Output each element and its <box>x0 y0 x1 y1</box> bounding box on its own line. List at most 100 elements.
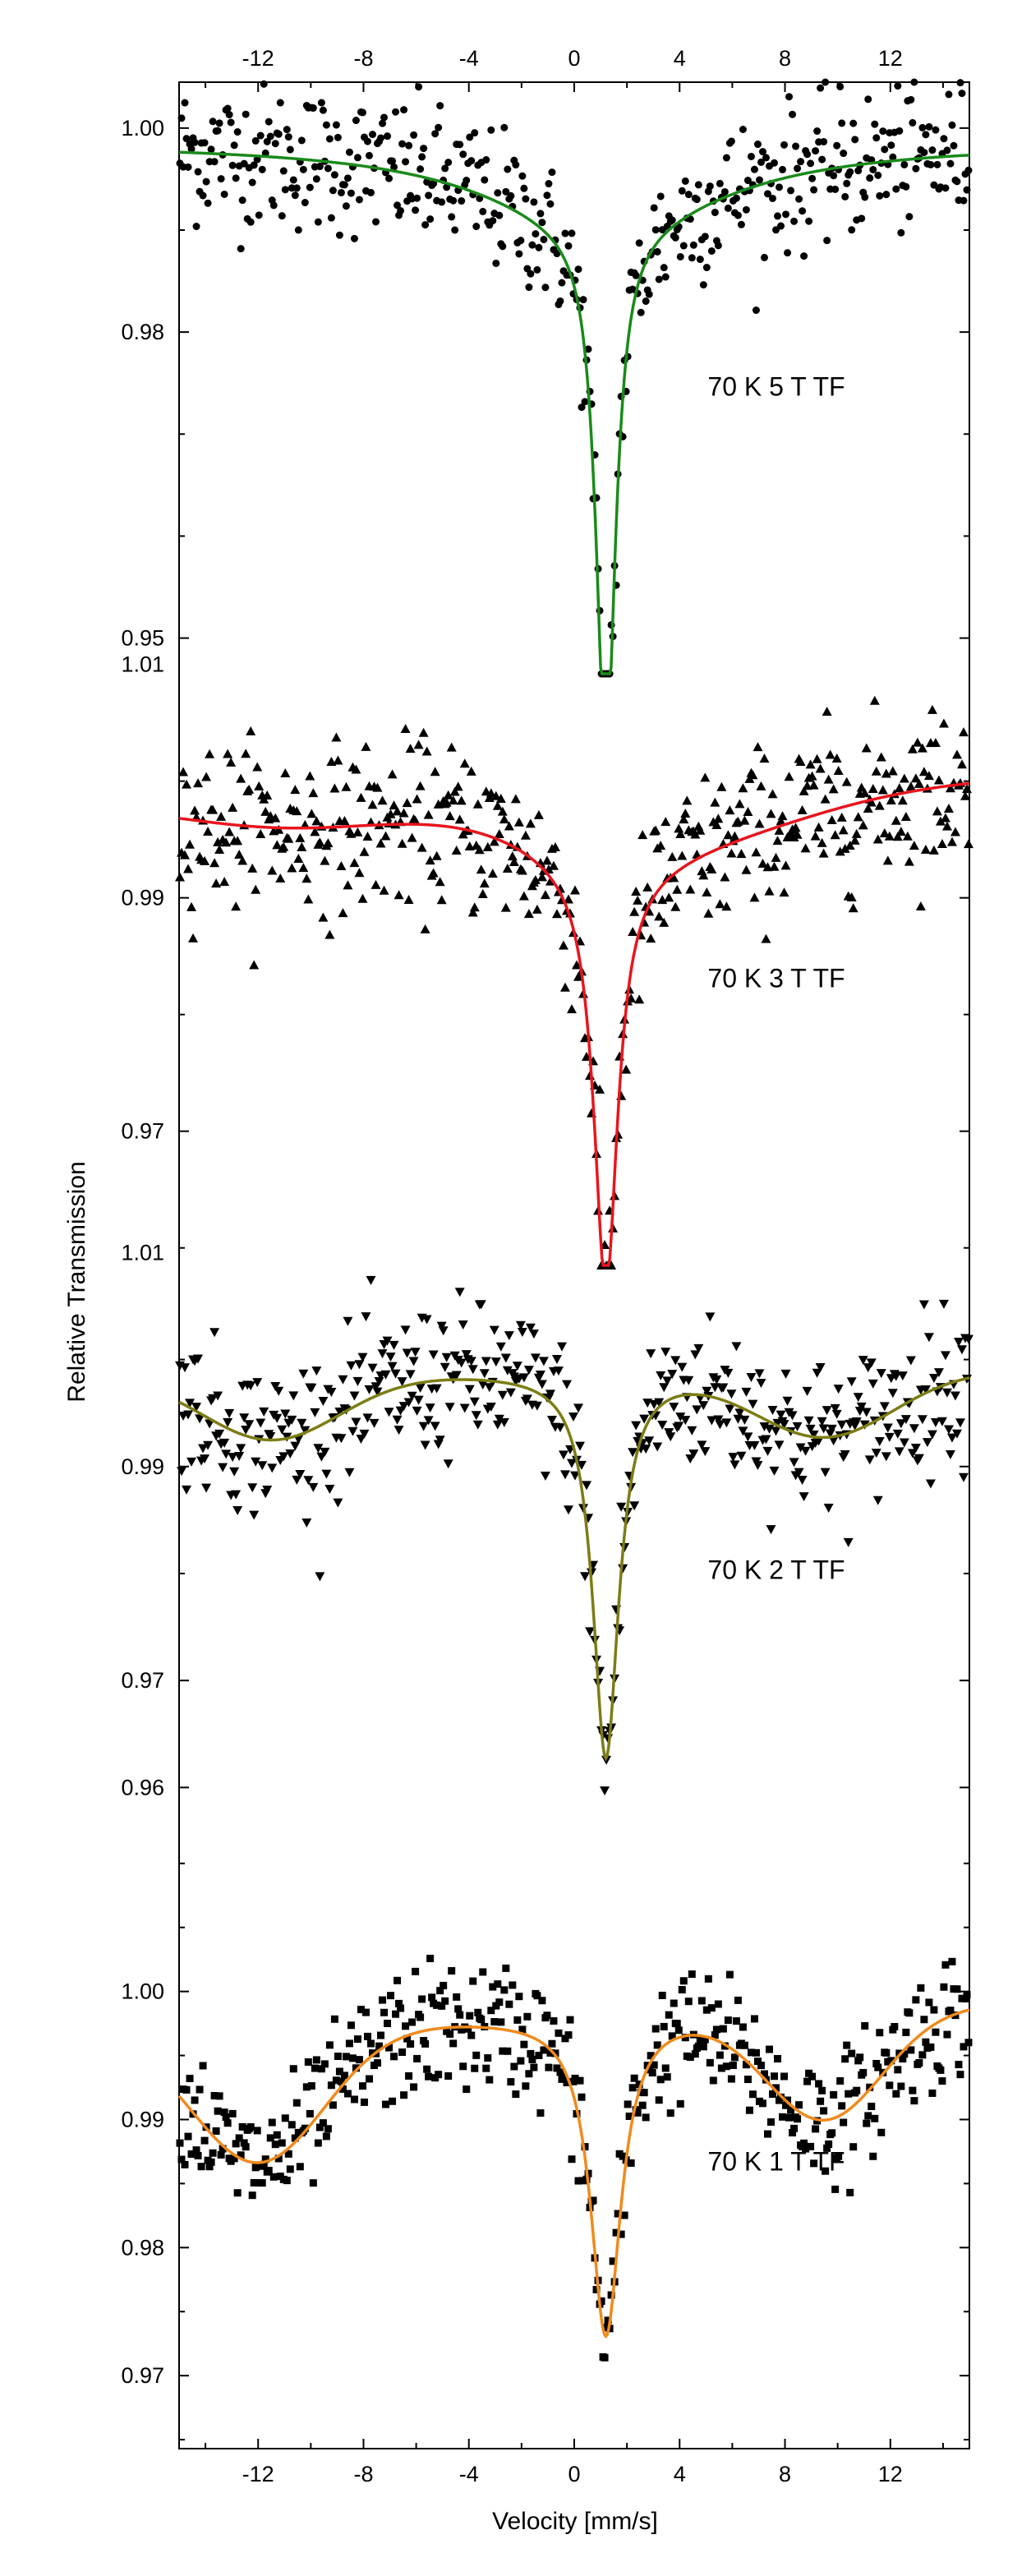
data-point <box>805 217 813 225</box>
data-point <box>543 2011 551 2020</box>
data-point <box>800 252 808 260</box>
data-point <box>219 1438 230 1448</box>
data-point <box>771 159 779 167</box>
data-point <box>940 813 950 823</box>
panel-2: 1.01 0.99 0.97 70 K 3 T TF <box>121 652 973 1270</box>
data-point <box>402 1348 412 1358</box>
data-point <box>213 836 223 846</box>
data-point <box>866 1358 877 1368</box>
data-point <box>963 839 973 849</box>
data-point <box>691 2050 699 2058</box>
data-point <box>371 218 380 226</box>
data-point <box>771 2072 779 2081</box>
data-point <box>843 179 851 187</box>
data-point <box>760 2070 768 2078</box>
data-point <box>223 1417 233 1427</box>
data-point <box>231 1490 242 1500</box>
data-point <box>184 163 192 171</box>
data-point <box>920 149 928 157</box>
data-point <box>196 2085 204 2094</box>
data-point <box>698 870 709 880</box>
data-point <box>606 1260 617 1270</box>
data-point <box>833 766 844 776</box>
data-point <box>780 860 791 870</box>
data-point <box>538 219 546 227</box>
data-point <box>851 1417 862 1426</box>
data-point <box>812 147 820 155</box>
data-point <box>574 2177 582 2185</box>
data-point <box>710 1383 720 1393</box>
data-point <box>711 819 722 829</box>
x-tick-label-top: 12 <box>878 46 903 71</box>
data-point <box>412 794 422 804</box>
data-point <box>286 145 294 154</box>
data-point <box>446 742 457 752</box>
data-point <box>734 211 742 219</box>
data-point <box>525 818 536 828</box>
data-point <box>780 141 789 149</box>
data-point <box>397 206 405 214</box>
data-point <box>436 895 447 905</box>
data-point <box>224 827 235 836</box>
data-point <box>311 2064 319 2072</box>
data-point <box>382 1336 393 1346</box>
data-point <box>389 157 397 165</box>
data-point <box>828 784 839 794</box>
data-point <box>868 1379 878 1389</box>
data-point <box>764 886 775 896</box>
data-point <box>818 155 826 164</box>
data-point <box>356 792 366 802</box>
data-point <box>477 1380 488 1389</box>
data-point <box>858 1356 868 1366</box>
data-point <box>899 2055 907 2063</box>
data-point <box>892 1429 903 1439</box>
data-point <box>584 345 592 353</box>
data-point <box>320 855 330 865</box>
data-point <box>748 770 758 780</box>
data-point <box>925 122 933 131</box>
data-point <box>807 771 817 781</box>
data-point <box>754 1369 765 1379</box>
data-point <box>879 1402 890 1412</box>
data-point <box>363 137 371 145</box>
data-point <box>659 917 670 927</box>
data-point <box>955 2061 963 2069</box>
data-point <box>495 794 506 804</box>
data-point <box>693 1343 704 1353</box>
data-point <box>410 131 418 139</box>
data-point <box>769 1466 780 1476</box>
data-point <box>835 846 845 856</box>
data-point <box>403 894 414 904</box>
data-point <box>683 1376 694 1385</box>
data-point <box>879 127 887 136</box>
data-point <box>792 829 803 839</box>
data-point <box>826 1424 837 1434</box>
data-point <box>743 2076 752 2084</box>
data-point <box>451 1371 462 1380</box>
data-point <box>333 755 343 765</box>
data-point <box>595 1084 605 1094</box>
data-point <box>479 207 487 215</box>
data-point <box>905 1356 916 1366</box>
data-point <box>494 828 504 838</box>
data-point <box>902 2028 910 2036</box>
data-point <box>833 1385 844 1394</box>
data-point <box>321 1469 332 1479</box>
data-point <box>910 1443 921 1453</box>
data-point <box>795 756 806 766</box>
data-point <box>504 1331 514 1341</box>
data-point <box>230 2154 238 2163</box>
data-point <box>719 2025 727 2033</box>
data-point <box>248 178 256 187</box>
data-point <box>528 2055 536 2063</box>
data-point <box>717 2064 725 2072</box>
data-point <box>958 90 966 98</box>
data-point <box>656 192 665 200</box>
data-point <box>250 2178 258 2187</box>
data-point <box>361 1312 371 1322</box>
data-point <box>543 191 551 200</box>
data-point <box>922 1438 932 1448</box>
data-point <box>731 1342 742 1352</box>
data-point <box>348 1426 358 1436</box>
data-point <box>425 191 433 200</box>
